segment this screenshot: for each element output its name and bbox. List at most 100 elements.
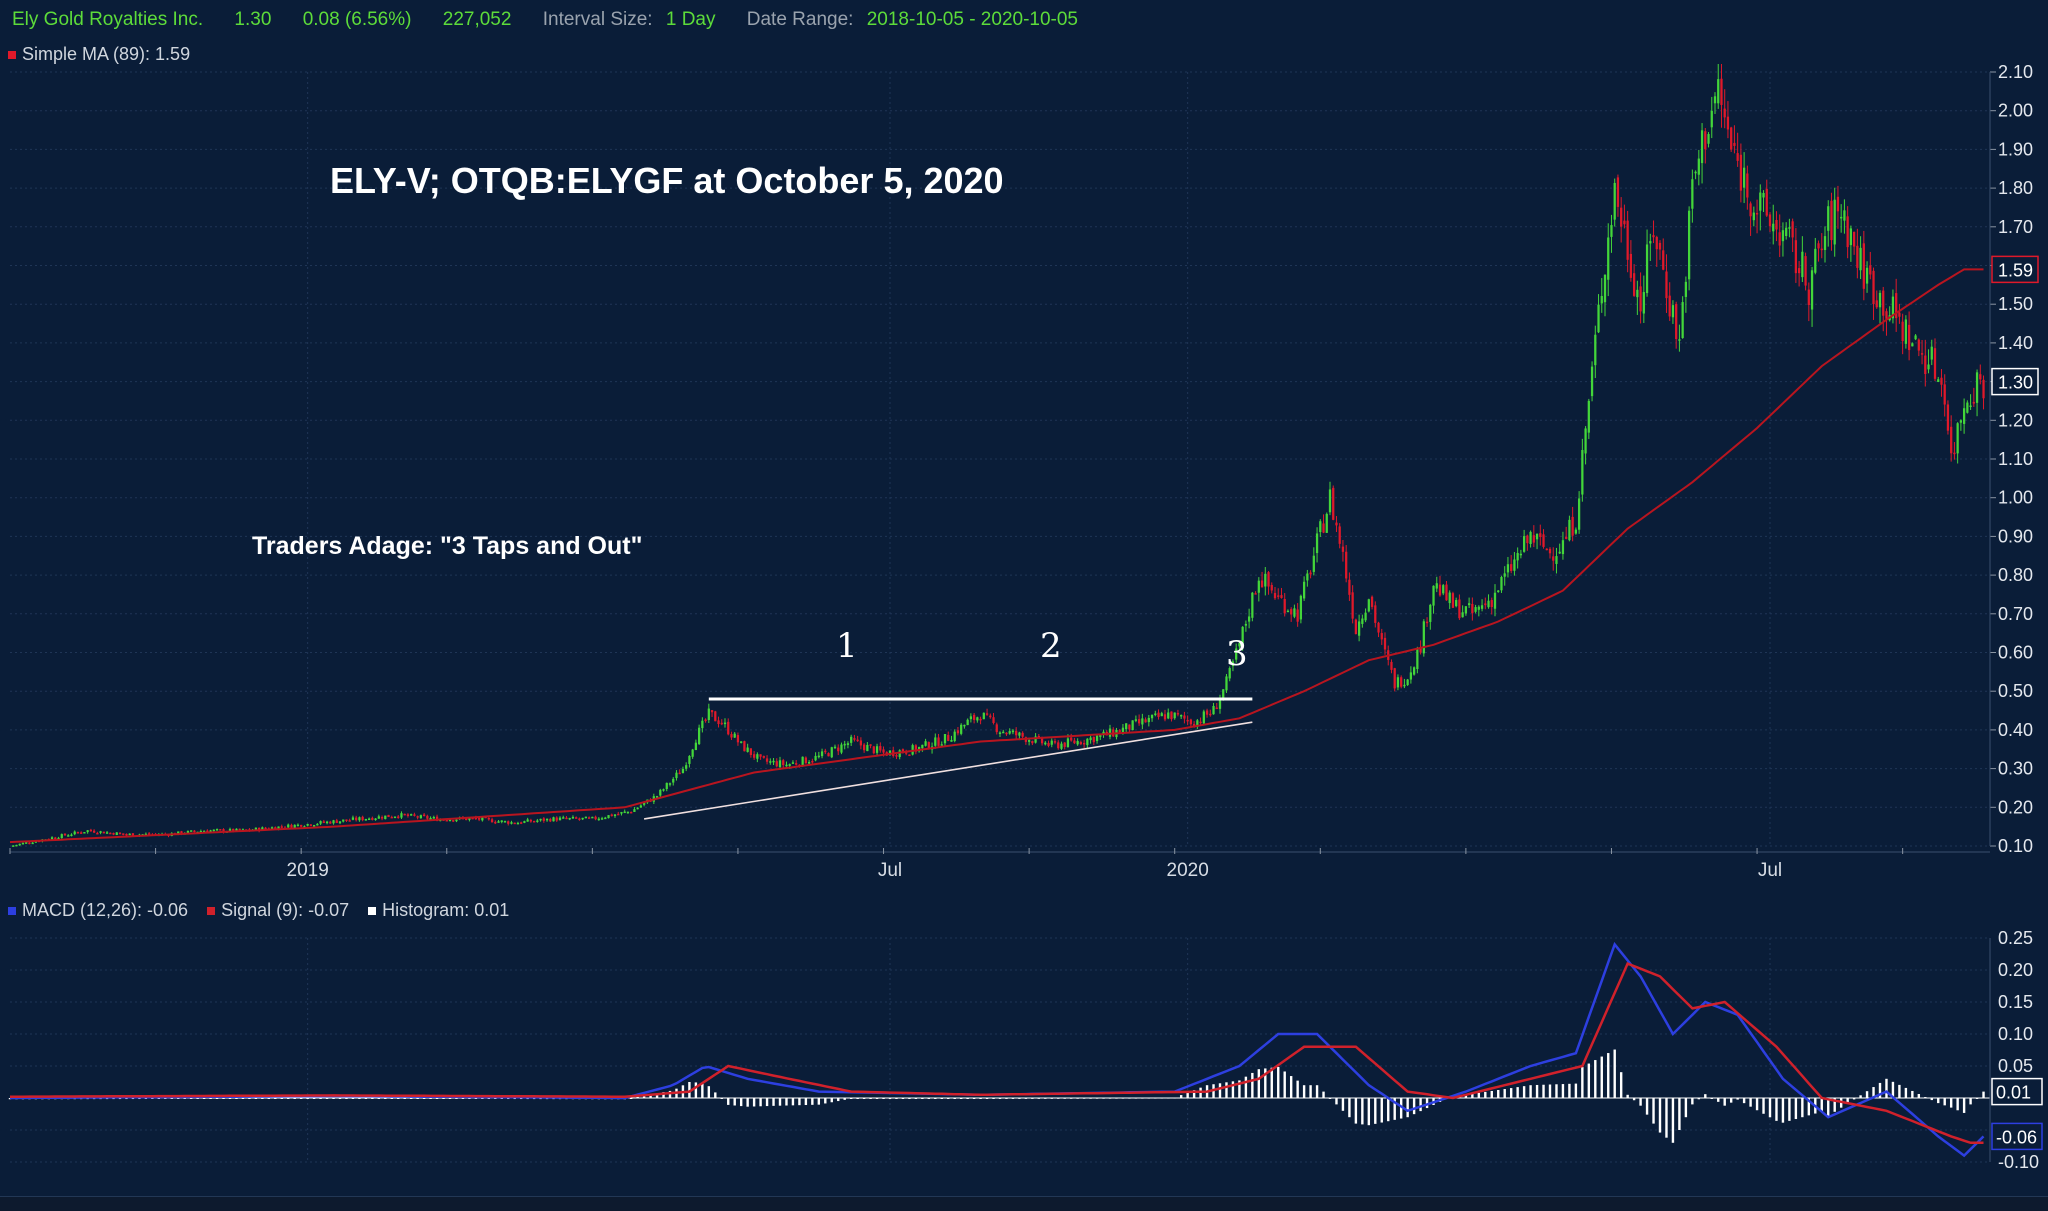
histogram-bar: [312, 1098, 316, 1099]
candle-body: [727, 721, 730, 735]
candle-body: [642, 802, 646, 805]
price-tick-label: 0.30: [1998, 759, 2033, 779]
candle-body: [180, 831, 183, 834]
candle-body: [1040, 737, 1044, 744]
histogram-bar: [1949, 1098, 1953, 1108]
macd-legend: MACD (12,26): -0.06 Signal (9): -0.07 Hi…: [8, 900, 523, 921]
candle-body: [1435, 583, 1438, 589]
histogram-bar: [1924, 1097, 1927, 1099]
candle-body: [1455, 600, 1458, 607]
candle-body: [1254, 593, 1257, 595]
price-tick-label: 1.50: [1998, 294, 2033, 314]
histogram-bar: [1820, 1098, 1823, 1112]
macd-chart[interactable]: 0.250.200.150.100.05-0.05-0.10 0.01-0.06: [0, 922, 2048, 1196]
candle-body: [264, 827, 267, 830]
candle-body: [1461, 612, 1464, 618]
candle-body: [1856, 245, 1859, 268]
histogram-bar: [1645, 1098, 1649, 1115]
histogram-bar: [189, 1098, 193, 1099]
candle-body: [532, 820, 536, 823]
candle-body: [1406, 679, 1409, 685]
histogram-bar: [1775, 1098, 1778, 1121]
price-tick-label: 0.70: [1998, 604, 2033, 624]
candle-body: [1962, 408, 1966, 424]
candle-body: [306, 823, 309, 826]
candle-body: [1079, 742, 1083, 745]
candle-body: [697, 727, 701, 745]
candle-body: [1742, 167, 1746, 188]
histogram-bar: [1930, 1098, 1933, 1101]
histogram-bar: [1878, 1082, 1882, 1098]
histogram-bar: [280, 1098, 283, 1099]
candle-body: [1477, 606, 1480, 610]
histogram-bar: [1173, 1097, 1176, 1099]
candle-body: [1830, 200, 1833, 241]
histogram-bar: [1315, 1085, 1319, 1098]
candle-body: [1623, 220, 1626, 225]
histogram-bar: [1425, 1098, 1429, 1109]
security-name[interactable]: Ely Gold Royalties Inc.: [12, 9, 204, 30]
price-change: 0.08 (6.56%): [302, 9, 412, 30]
candle-body: [1662, 250, 1665, 270]
candle-body: [1587, 400, 1590, 433]
candle-body: [422, 814, 426, 817]
interval-value[interactable]: 1 Day: [665, 9, 716, 30]
ma-legend[interactable]: Simple MA (89): 1.59: [8, 44, 190, 65]
candle-body: [617, 813, 620, 816]
candle-body: [1073, 740, 1076, 744]
histogram-bar: [649, 1094, 652, 1098]
bottom-scroll-strip[interactable]: [0, 1196, 2048, 1211]
candle-body: [1186, 719, 1189, 722]
histogram-bar: [151, 1098, 154, 1099]
candle-body: [1571, 516, 1574, 536]
histogram-bar: [817, 1098, 821, 1105]
candle-body: [1762, 192, 1765, 198]
candle-body: [1302, 581, 1306, 599]
candle-body: [1260, 580, 1264, 588]
candle-body: [1108, 728, 1112, 737]
candle-body: [701, 720, 704, 729]
date-range-value[interactable]: 2018-10-05 - 2020-10-05: [866, 9, 1078, 30]
candle-body: [358, 817, 361, 821]
candle-body: [1555, 556, 1558, 564]
candle-body: [736, 735, 740, 743]
price-tick-label: 0.10: [1998, 836, 2033, 856]
candle-body: [1497, 590, 1500, 593]
candle-body: [1545, 548, 1548, 551]
histogram-bar: [1872, 1087, 1875, 1098]
candle-body: [568, 817, 571, 820]
candle-body: [1713, 96, 1717, 104]
histogram-bar: [1011, 1097, 1015, 1099]
histogram-bar: [235, 1098, 238, 1099]
candle-body: [63, 833, 67, 836]
candle-body: [850, 736, 853, 743]
candle-body: [1920, 353, 1924, 355]
price-chart[interactable]: 2.102.001.901.801.701.601.501.401.301.20…: [0, 64, 2048, 898]
candle-body: [1176, 713, 1180, 715]
histogram-bar: [1419, 1098, 1422, 1112]
histogram-bar: [358, 1098, 361, 1099]
candle-body: [869, 744, 872, 746]
candle-body: [209, 830, 212, 833]
candle-body: [1209, 713, 1212, 716]
candle-body: [1924, 355, 1927, 375]
candle-body: [1086, 738, 1089, 746]
histogram-bar: [429, 1098, 432, 1099]
histogram-legend-text: Histogram: 0.01: [382, 900, 510, 920]
candle-body: [448, 819, 452, 822]
candle-body: [487, 817, 490, 820]
candle-body: [54, 837, 57, 840]
candle-body: [1785, 227, 1788, 236]
candle-body: [474, 817, 478, 820]
histogram-bar: [215, 1098, 219, 1099]
candle-body: [1878, 292, 1882, 308]
candle-body: [429, 817, 432, 820]
histogram-value-label: 0.01: [1996, 1083, 2031, 1103]
candle-body: [432, 817, 435, 819]
candle-body: [1095, 735, 1099, 741]
histogram-bar: [972, 1098, 976, 1099]
histogram-bar: [1658, 1098, 1662, 1133]
candle-body: [1445, 584, 1448, 601]
histogram-bar: [1341, 1098, 1345, 1111]
candle-body: [862, 744, 866, 751]
